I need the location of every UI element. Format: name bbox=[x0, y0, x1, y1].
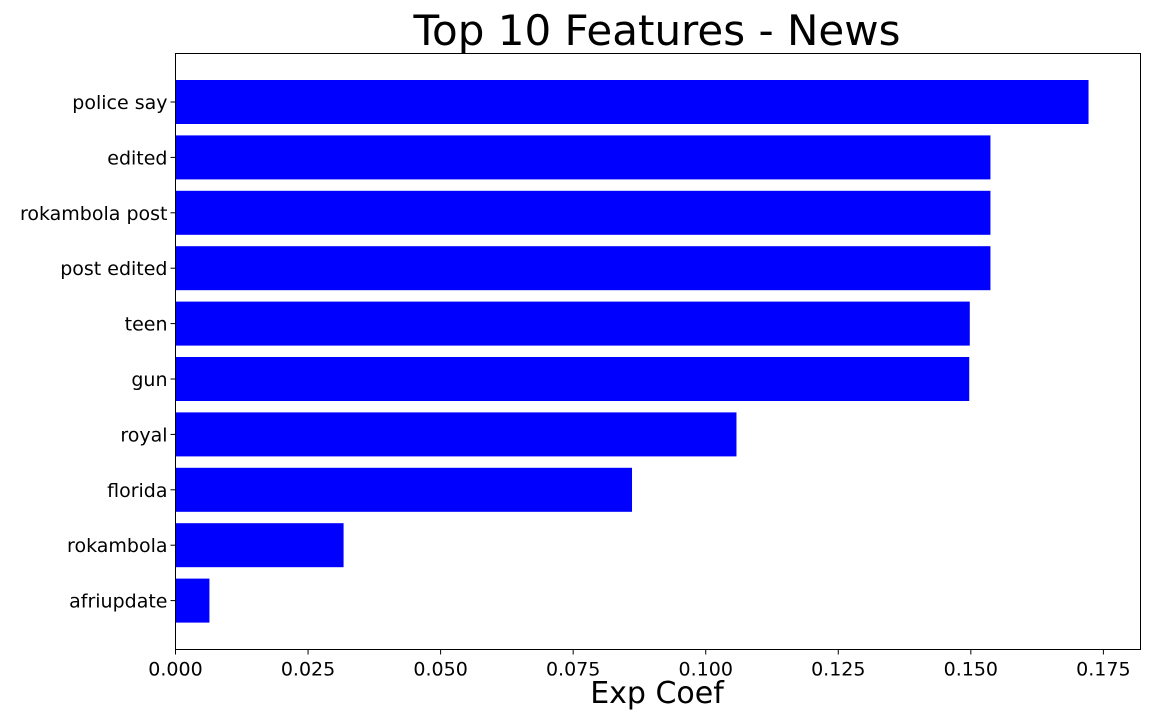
y-tick-label: edited bbox=[107, 147, 167, 169]
x-tick-label: 0.175 bbox=[1076, 659, 1130, 681]
y-tick-label: police say bbox=[72, 92, 167, 114]
y-tick-label: teen bbox=[125, 314, 168, 336]
bar-teen bbox=[175, 301, 970, 346]
y-tick-label: florida bbox=[107, 480, 167, 502]
x-tick-label: 0.075 bbox=[546, 659, 600, 681]
x-tick-label: 0.125 bbox=[811, 659, 865, 681]
y-tick-label: rokambola bbox=[67, 535, 167, 557]
y-tick-label: gun bbox=[131, 369, 167, 391]
chart-title: Top 10 Features - News bbox=[413, 6, 901, 55]
bar-florida bbox=[175, 467, 633, 512]
y-axis: police say edited rokambola post post edite… bbox=[20, 92, 176, 613]
x-tick-label: 0.025 bbox=[281, 659, 335, 681]
bar-police-say bbox=[175, 80, 1089, 124]
x-tick-label: 0.050 bbox=[413, 659, 467, 681]
x-axis-label: Exp Coef bbox=[590, 676, 725, 711]
bar-rokambola bbox=[175, 523, 344, 568]
bar-edited bbox=[175, 135, 991, 180]
bars-group bbox=[175, 80, 1089, 623]
y-tick-label: rokambola post bbox=[20, 203, 168, 225]
y-tick-label: post edited bbox=[60, 258, 167, 280]
y-tick-label: royal bbox=[120, 424, 167, 446]
bar-royal bbox=[175, 412, 737, 457]
x-tick-label: 0.100 bbox=[679, 659, 733, 681]
bar-rokambola-post bbox=[175, 190, 991, 235]
x-tick-label: 0.000 bbox=[148, 659, 202, 681]
x-axis: 0.000 0.025 0.050 0.075 0.100 0.125 0.150 0.175 bbox=[148, 649, 1131, 681]
plot-frame bbox=[175, 53, 1141, 650]
bar-post-edited bbox=[175, 246, 991, 291]
bar-gun bbox=[175, 357, 970, 401]
y-tick-label: afriupdate bbox=[69, 591, 167, 613]
bar-afriupdate bbox=[175, 578, 210, 623]
x-tick-label: 0.150 bbox=[944, 659, 998, 681]
